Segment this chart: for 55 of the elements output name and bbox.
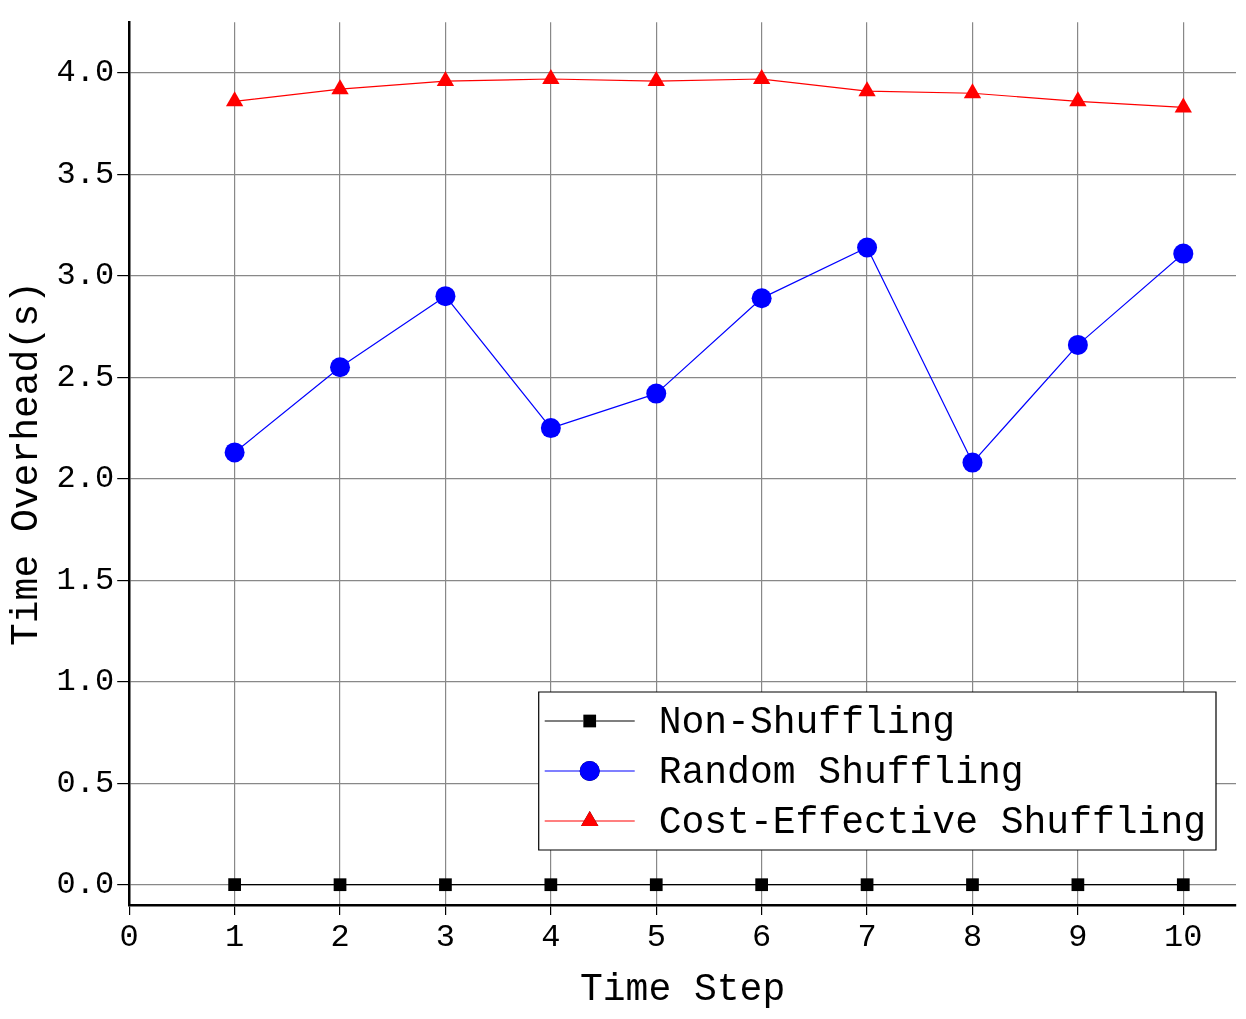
point: [540, 418, 561, 439]
point: [962, 452, 983, 473]
point: [1176, 878, 1190, 892]
y-tick-label: 1.0: [56, 663, 115, 701]
point: [1069, 91, 1087, 107]
point: [751, 288, 772, 309]
point: [753, 69, 771, 85]
point: [858, 81, 876, 97]
point: [333, 878, 347, 892]
point: [647, 71, 665, 87]
point: [436, 71, 455, 87]
point: [542, 69, 560, 85]
point: [331, 79, 349, 95]
point: [1071, 878, 1085, 892]
y-tick-label: 3.5: [56, 155, 115, 193]
point: [1067, 334, 1088, 355]
x-tick-label: 2: [330, 918, 350, 956]
point: [225, 91, 244, 107]
point: [966, 878, 979, 892]
x-tick-label: 5: [646, 918, 666, 956]
y-tick-label: 0.5: [56, 764, 115, 802]
legend-label: Non-Shuffling: [658, 701, 956, 745]
y-tick-label: 1.5: [56, 561, 115, 599]
point: [860, 878, 874, 892]
point: [1173, 243, 1194, 264]
y-tick-label: 3.0: [56, 257, 115, 295]
x-tick-label: 8: [962, 918, 983, 956]
y-tick-label: 4.0: [56, 54, 115, 92]
point: [439, 878, 452, 892]
point: [1174, 97, 1192, 113]
x-tick-label: 9: [1068, 918, 1088, 956]
x-tick-label: 10: [1164, 918, 1203, 956]
x-tick-label: 4: [541, 918, 561, 956]
x-tick-label: 3: [435, 918, 456, 956]
x-tick-label: 1: [225, 918, 245, 956]
point: [755, 878, 769, 892]
point: [544, 878, 558, 892]
x-tick-label: 0: [119, 918, 139, 956]
y-tick-label: 2.5: [56, 358, 115, 396]
y-tick-label: 2.0: [56, 460, 115, 498]
point: [649, 878, 663, 892]
point: [963, 83, 982, 99]
point: [330, 357, 351, 378]
point: [857, 237, 878, 258]
legend-label: Cost-Effective Shuffling: [658, 801, 1207, 845]
y-tick-label: 0.0: [56, 866, 115, 904]
point: [646, 383, 667, 404]
point: [224, 442, 245, 463]
legend-label: Random Shuffling: [658, 751, 1024, 795]
x-axis-title: Time Step: [579, 968, 786, 1012]
x-tick-label: 6: [752, 918, 772, 956]
point: [435, 286, 456, 307]
y-axis-title: Time Overhead(s): [4, 281, 48, 647]
x-tick-label: 7: [857, 918, 877, 956]
point: [228, 878, 241, 892]
